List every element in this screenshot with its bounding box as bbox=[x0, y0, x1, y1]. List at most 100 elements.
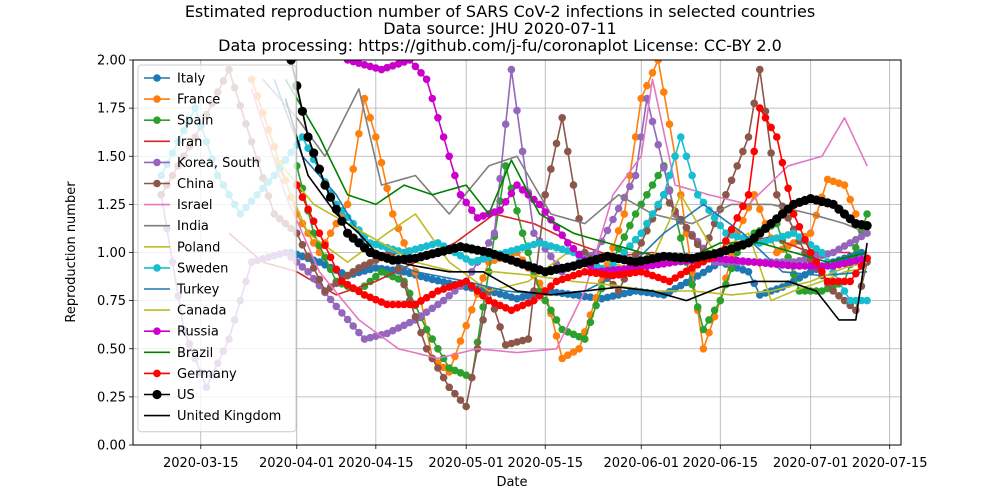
data-point bbox=[665, 259, 674, 267]
data-point bbox=[383, 184, 391, 193]
data-point bbox=[823, 262, 832, 270]
data-point bbox=[631, 251, 640, 259]
data-point bbox=[671, 152, 679, 161]
data-point bbox=[479, 292, 487, 300]
data-point bbox=[614, 227, 623, 235]
y-tick-label: 1.00 bbox=[97, 246, 126, 261]
data-point bbox=[501, 341, 510, 349]
legend-marker bbox=[153, 264, 161, 272]
data-point bbox=[417, 328, 425, 337]
data-point bbox=[614, 204, 623, 213]
y-tick-label: 1.75 bbox=[97, 102, 126, 117]
data-point bbox=[530, 195, 538, 204]
data-point bbox=[643, 191, 651, 199]
data-point bbox=[733, 256, 741, 265]
data-point bbox=[840, 287, 849, 295]
legend-label: Germany bbox=[177, 367, 237, 382]
legend-label: Turkey bbox=[176, 283, 220, 298]
y-tick-label: 1.50 bbox=[97, 150, 126, 165]
data-point bbox=[773, 260, 781, 269]
x-tick-label: 2020-06-01 bbox=[603, 456, 679, 471]
data-point bbox=[812, 258, 821, 266]
data-point bbox=[541, 296, 549, 305]
data-point bbox=[462, 402, 471, 411]
data-point bbox=[439, 133, 448, 141]
series-us bbox=[286, 60, 872, 277]
data-point bbox=[372, 264, 380, 272]
legend-entry: Sweden bbox=[144, 261, 228, 276]
data-point bbox=[405, 300, 414, 309]
data-point bbox=[337, 216, 347, 226]
data-point bbox=[428, 304, 437, 313]
data-point bbox=[434, 276, 442, 285]
data-point bbox=[648, 117, 657, 126]
y-tick-label: 0.50 bbox=[97, 342, 126, 357]
chart-title-line-2: Data source: JHU 2020-07-11 bbox=[383, 19, 617, 38]
data-point bbox=[829, 287, 837, 295]
data-point bbox=[773, 248, 781, 257]
legend-label: Israel bbox=[177, 198, 213, 213]
data-point bbox=[631, 268, 640, 277]
data-point bbox=[564, 147, 572, 156]
data-point bbox=[705, 316, 713, 324]
legend-entry: Canada bbox=[144, 304, 226, 319]
x-tick-label: 2020-07-15 bbox=[852, 456, 928, 471]
data-point bbox=[394, 300, 403, 309]
data-point bbox=[682, 224, 691, 232]
data-point bbox=[332, 302, 341, 311]
data-point bbox=[326, 229, 335, 237]
data-point bbox=[394, 264, 403, 273]
data-point bbox=[314, 164, 324, 174]
data-point bbox=[535, 200, 544, 209]
data-point bbox=[501, 304, 510, 312]
data-point bbox=[434, 114, 442, 122]
data-point bbox=[383, 329, 391, 338]
data-point bbox=[422, 242, 431, 250]
data-point bbox=[417, 69, 425, 77]
data-point bbox=[304, 144, 312, 152]
data-point bbox=[309, 217, 318, 225]
data-point bbox=[801, 271, 809, 279]
data-point bbox=[547, 165, 555, 173]
data-point bbox=[744, 133, 753, 141]
data-point bbox=[727, 264, 736, 273]
data-point bbox=[789, 229, 798, 237]
data-point bbox=[462, 255, 471, 263]
data-point bbox=[631, 171, 640, 180]
data-point bbox=[660, 191, 668, 199]
data-point bbox=[513, 181, 521, 189]
data-point bbox=[677, 133, 685, 141]
data-point bbox=[309, 264, 318, 272]
data-point bbox=[722, 255, 730, 264]
data-point bbox=[756, 258, 764, 267]
legend-label: India bbox=[177, 219, 209, 234]
data-point bbox=[434, 300, 442, 309]
data-point bbox=[716, 221, 725, 230]
series-layer bbox=[157, 60, 872, 411]
data-point bbox=[286, 60, 296, 65]
data-point bbox=[372, 133, 380, 141]
data-point bbox=[727, 225, 736, 234]
data-point bbox=[468, 258, 476, 266]
data-point bbox=[321, 241, 329, 250]
legend-entry: Korea, South bbox=[144, 156, 260, 171]
data-point bbox=[626, 182, 634, 191]
data-point bbox=[575, 250, 583, 259]
data-point bbox=[315, 275, 324, 284]
data-point bbox=[456, 369, 465, 377]
data-point bbox=[756, 104, 764, 112]
data-point bbox=[846, 296, 854, 305]
x-tick-label: 2020-06-15 bbox=[683, 456, 759, 471]
legend-label: Spain bbox=[177, 114, 213, 129]
data-point bbox=[852, 243, 860, 252]
series-line bbox=[262, 78, 868, 234]
data-point bbox=[682, 278, 691, 287]
data-point bbox=[428, 290, 437, 299]
data-point bbox=[778, 158, 787, 167]
data-point bbox=[569, 244, 578, 253]
data-point bbox=[665, 199, 674, 207]
data-point bbox=[479, 316, 487, 324]
data-point bbox=[818, 248, 826, 257]
x-tick-label: 2020-03-15 bbox=[163, 456, 239, 471]
data-point bbox=[417, 312, 425, 320]
